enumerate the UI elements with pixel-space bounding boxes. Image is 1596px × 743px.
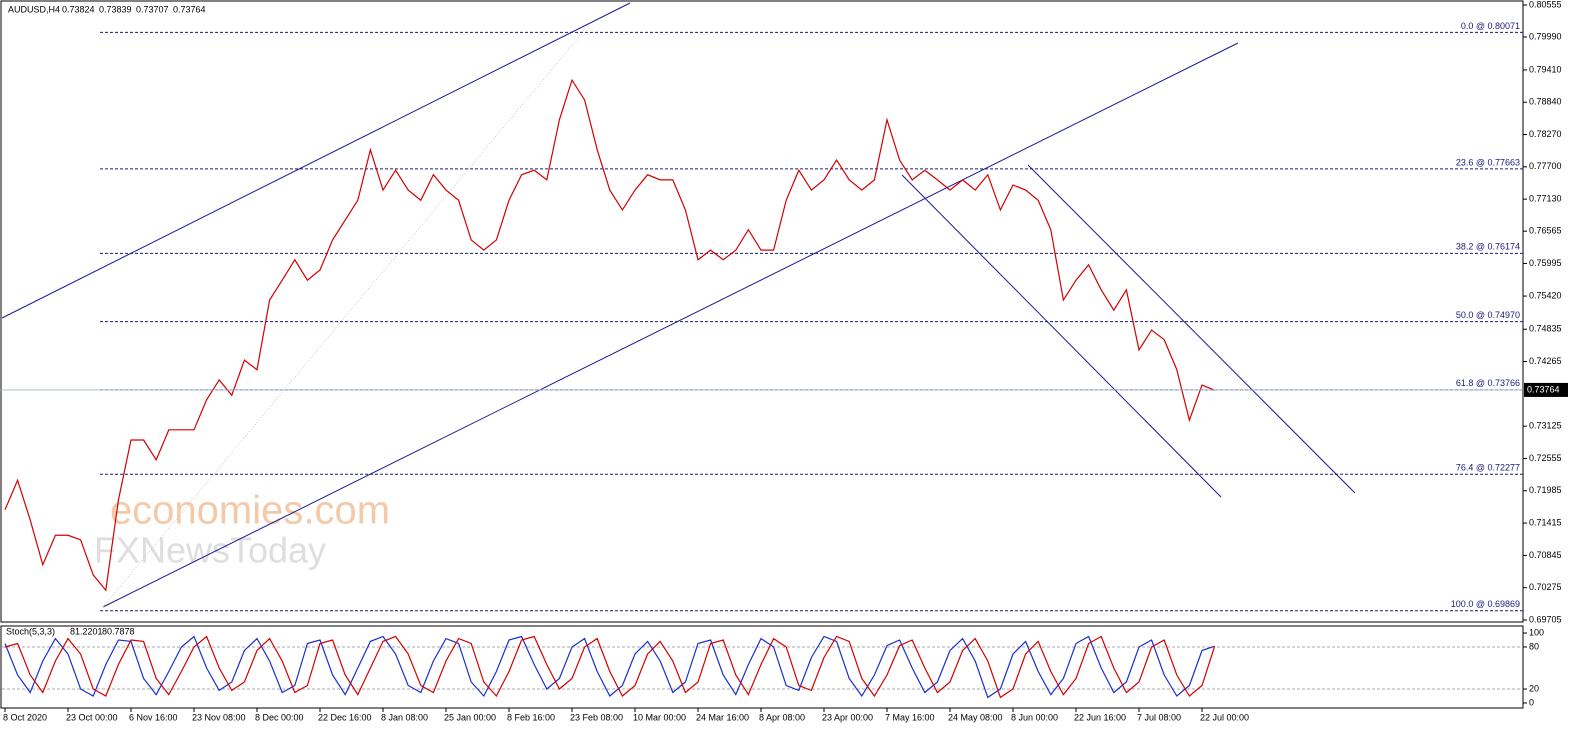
symbol: AUDUSD,H4 [8, 4, 60, 14]
fib-label: 50.0 @ 0.74970 [1456, 310, 1520, 320]
fib-label: 61.8 @ 0.73766 [1456, 378, 1520, 388]
channel-line [1, 2, 631, 319]
y-tick-label: 0.74265 [1529, 356, 1562, 366]
y-tick-label: 0.76565 [1529, 226, 1562, 236]
y-tick-label: 0.74835 [1529, 324, 1562, 334]
fib-label: 76.4 @ 0.72277 [1456, 463, 1520, 473]
stoch-value: 80.7878 [102, 626, 135, 636]
y-tick-label: 0.75420 [1529, 290, 1562, 300]
quote-value: 0.73839 [99, 4, 132, 14]
y-tick-label: 0.79990 [1529, 31, 1562, 41]
y-tick-label: 0.78840 [1529, 97, 1562, 107]
x-tick-label: 6 Nov 16:00 [129, 712, 178, 722]
x-tick-label: 23 Nov 08:00 [192, 712, 246, 722]
y-tick-label: 20 [1529, 683, 1539, 693]
y-tick-label: 0.78270 [1529, 129, 1562, 139]
y-tick-label: 0.71415 [1529, 517, 1562, 527]
channel-line [102, 42, 1239, 608]
x-tick-label: 8 Apr 08:00 [759, 712, 805, 722]
y-tick-label: 0.73125 [1529, 421, 1562, 431]
stoch-frame [0, 625, 1524, 709]
last-price-label: 0.73764 [1527, 384, 1560, 394]
y-tick-label: 0.72555 [1529, 453, 1562, 463]
trend-lines [1, 2, 1356, 608]
fib-label: 23.6 @ 0.77663 [1456, 157, 1520, 167]
channel-line [1027, 164, 1356, 494]
x-tick-label: 22 Jun 16:00 [1074, 712, 1126, 722]
x-tick-label: 7 May 16:00 [885, 712, 935, 722]
x-tick-label: 24 May 08:00 [948, 712, 1003, 722]
fib-label: 38.2 @ 0.76174 [1456, 242, 1520, 252]
x-tick-label: 23 Feb 08:00 [570, 712, 623, 722]
x-tick-label: 8 Oct 2020 [3, 712, 47, 722]
x-tick-label: 23 Apr 00:00 [822, 712, 873, 722]
quote-value: 0.73824 [62, 4, 95, 14]
last-price-box [1524, 382, 1568, 397]
x-tick-label: 22 Jul 00:00 [1200, 712, 1249, 722]
x-tick-label: 7 Jul 08:00 [1137, 712, 1181, 722]
fib-label: 100.0 @ 0.69869 [1451, 599, 1520, 609]
x-tick-label: 23 Oct 00:00 [66, 712, 118, 722]
stoch-title: Stoch(5,3,3) [6, 626, 55, 636]
y-tick-label: 0.71985 [1529, 485, 1562, 495]
y-tick-label: 0.79410 [1529, 64, 1562, 74]
x-tick-label: 10 Mar 00:00 [633, 712, 686, 722]
fib-label: 0.0 @ 0.80071 [1461, 21, 1520, 31]
y-tick-label: 0.77700 [1529, 161, 1562, 171]
y-tick-label: 0.77130 [1529, 194, 1562, 204]
stoch-value: 81.2201 [70, 626, 103, 636]
channel-line [901, 174, 1222, 498]
x-tick-label: 8 Feb 16:00 [507, 712, 555, 722]
x-tick-label: 24 Mar 16:00 [696, 712, 749, 722]
x-tick-label: 8 Jan 08:00 [381, 712, 428, 722]
main-frame [0, 0, 1524, 623]
price-line [4, 635, 1215, 699]
x-tick-label: 8 Dec 00:00 [255, 712, 304, 722]
x-tick-label: 22 Dec 16:00 [318, 712, 372, 722]
y-tick-label: 0.70275 [1529, 582, 1562, 592]
x-tick-label: 25 Jan 00:00 [444, 712, 496, 722]
y-tick-label: 0 [1529, 697, 1534, 707]
quote-value: 0.73707 [136, 4, 169, 14]
y-tick-label: 0.69705 [1529, 614, 1562, 624]
watermark: economies.com [110, 489, 390, 533]
x-tick-label: 8 Jun 00:00 [1011, 712, 1058, 722]
y-tick-label: 0.75995 [1529, 258, 1562, 268]
y-tick-label: 0.80555 [1529, 0, 1562, 9]
y-tick-label: 0.70845 [1529, 550, 1562, 560]
price-line [4, 78, 1215, 592]
y-tick-label: 100 [1529, 627, 1544, 637]
quote-value: 0.73764 [173, 4, 206, 14]
y-tick-label: 80 [1529, 641, 1539, 651]
price-line [4, 635, 1216, 699]
watermark: FXNewsToday [94, 530, 326, 571]
